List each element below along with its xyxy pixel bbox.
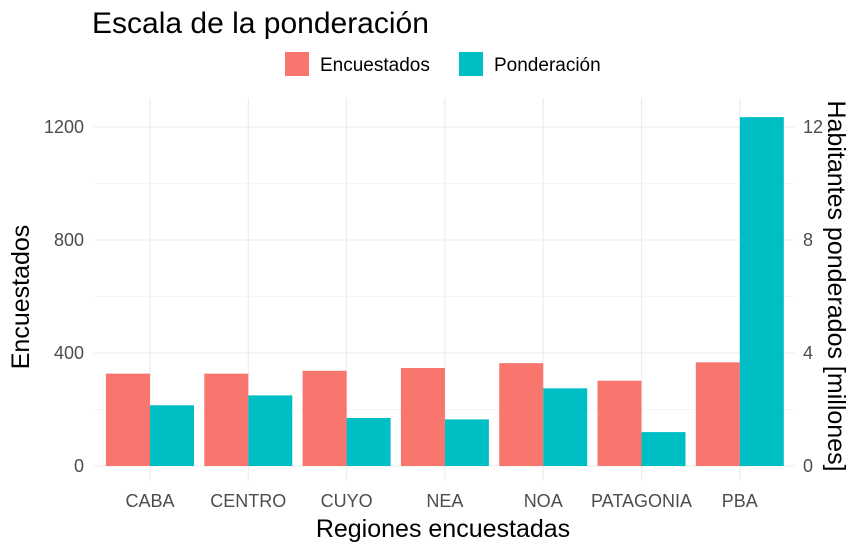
x-tick-label: PATAGONIA (591, 491, 692, 511)
bar-encuestados-noa (499, 363, 544, 466)
legend-swatch-ponderacion (459, 52, 483, 76)
x-tick-label: NOA (524, 491, 563, 511)
y2-tick-label: 12 (803, 117, 823, 137)
x-tick-label: NEA (426, 491, 463, 511)
bar-ponderacin-centro (248, 395, 293, 466)
bar-encuestados-nea (400, 367, 445, 466)
x-axis-ticks: CABA CENTRO CUYO NEA NOA PATAGONIA PBA (125, 491, 757, 511)
legend-swatch-encuestados (285, 52, 309, 76)
legend: Encuestados Ponderación (285, 52, 601, 76)
y-tick-label: 1200 (44, 117, 84, 137)
x-tick-label: PBA (722, 491, 758, 511)
bar-ponderacin-noa (543, 388, 588, 466)
y-tick-label: 400 (54, 343, 84, 363)
legend-label-encuestados: Encuestados (320, 55, 430, 76)
chart-title: Escala de la ponderación (92, 7, 429, 40)
bar-encuestados-cuyo (302, 370, 347, 466)
y-tick-label: 0 (74, 456, 84, 476)
y2-tick-label: 0 (803, 456, 813, 476)
y2-tick-label: 8 (803, 230, 813, 250)
x-tick-label: CUYO (321, 491, 373, 511)
y-axis-ticks: 0 400 800 1200 (44, 117, 84, 476)
x-tick-label: CENTRO (210, 491, 286, 511)
y-tick-label: 800 (54, 230, 84, 250)
y2-axis-ticks: 0 4 8 12 (803, 117, 823, 476)
bar-encuestados-caba (106, 373, 150, 466)
bars (106, 117, 784, 467)
bar-encuestados-centro (204, 373, 249, 466)
y2-axis-title: Habitantes ponderados [millones] (822, 100, 850, 471)
y2-tick-label: 4 (803, 343, 813, 363)
bar-encuestados-pba (695, 362, 740, 466)
x-tick-label: CABA (125, 491, 174, 511)
bar-ponderacin-cuyo (346, 417, 391, 466)
bar-encuestados-patagonia (597, 380, 642, 466)
y-axis-title: Encuestados (7, 225, 35, 370)
bar-ponderacin-caba (150, 405, 194, 466)
x-axis-title: Regiones encuestadas (316, 515, 570, 543)
bar-ponderacin-pba (739, 117, 784, 467)
bar-ponderacin-nea (444, 419, 489, 466)
bar-ponderacin-patagonia (641, 432, 686, 466)
legend-label-ponderacion: Ponderación (494, 55, 601, 76)
